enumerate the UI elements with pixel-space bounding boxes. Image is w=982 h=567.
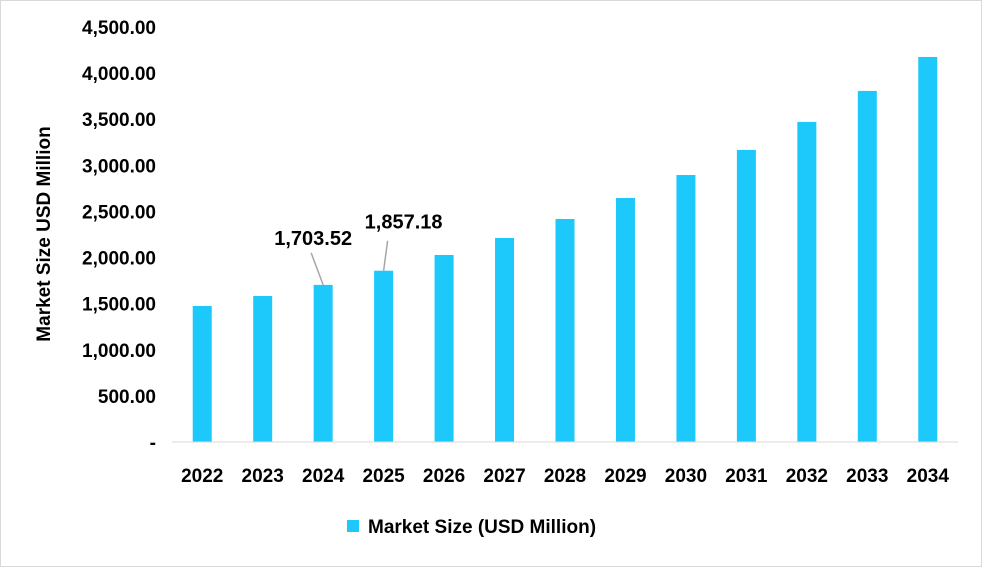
data-label-2025: 1,857.18 <box>365 212 443 234</box>
bar-2024 <box>313 284 333 442</box>
x-tick-label: 2026 <box>423 466 465 487</box>
bar-2029 <box>615 197 635 442</box>
y-tick-label: 2,000.00 <box>82 249 156 270</box>
x-tick-label: 2029 <box>604 466 646 487</box>
data-label-2024: 1,703.52 <box>274 228 352 250</box>
bar-2032 <box>797 121 817 442</box>
bar-2025 <box>374 270 394 442</box>
bar-2031 <box>736 149 756 442</box>
x-tick-label: 2023 <box>242 466 284 487</box>
x-tick-label: 2034 <box>907 466 950 487</box>
bar-2026 <box>434 254 454 442</box>
data-label-leader <box>382 240 389 271</box>
bar-2033 <box>857 90 877 442</box>
x-tick-label: 2032 <box>786 466 828 487</box>
legend-label: Market Size (USD Million) <box>368 517 596 538</box>
x-tick-label: 2024 <box>302 466 345 487</box>
x-tick-label: 2022 <box>181 466 223 487</box>
x-tick-label: 2025 <box>362 466 405 487</box>
bar-2022 <box>192 305 212 442</box>
bar-2034 <box>918 56 938 442</box>
y-axis-label: Market Size USD Million <box>34 126 55 341</box>
x-tick-label: 2028 <box>544 466 586 487</box>
x-tick-label: 2030 <box>665 466 707 487</box>
x-tick-label: 2033 <box>846 466 888 487</box>
y-tick-label: 4,000.00 <box>82 64 156 85</box>
legend-swatch <box>347 520 359 532</box>
y-tick-label: - <box>150 433 156 454</box>
bar-2030 <box>676 175 696 442</box>
y-tick-label: 500.00 <box>98 387 156 408</box>
y-tick-label: 3,500.00 <box>82 110 156 131</box>
bar-2028 <box>555 219 575 442</box>
y-tick-label: 3,000.00 <box>82 156 156 177</box>
data-label-leader <box>310 252 324 286</box>
y-tick-label: 4,500.00 <box>82 18 156 39</box>
x-tick-label: 2027 <box>483 466 525 487</box>
bar-2023 <box>253 296 273 442</box>
y-tick-label: 1,000.00 <box>82 341 156 362</box>
y-tick-label: 1,500.00 <box>82 295 156 316</box>
x-tick-label: 2031 <box>725 466 768 487</box>
y-tick-label: 2,500.00 <box>82 202 156 223</box>
bar-2027 <box>495 238 515 442</box>
